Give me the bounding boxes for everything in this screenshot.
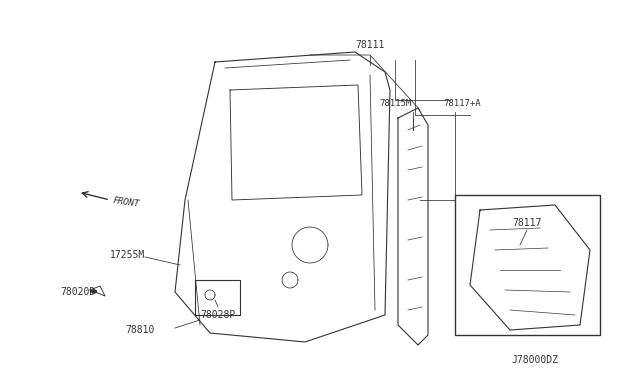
Text: 78020D: 78020D	[60, 287, 95, 297]
Text: 78115M: 78115M	[379, 99, 411, 108]
Text: 78117: 78117	[512, 218, 541, 228]
Text: 17255M: 17255M	[109, 250, 145, 260]
Text: J78000DZ: J78000DZ	[511, 355, 559, 365]
Text: 78117+A: 78117+A	[443, 99, 481, 108]
Text: 78111: 78111	[355, 40, 385, 50]
Bar	[455, 195, 600, 335]
Text: 78028P: 78028P	[200, 310, 236, 320]
Text: FRONT: FRONT	[112, 196, 140, 208]
Text: 78810: 78810	[125, 325, 155, 335]
